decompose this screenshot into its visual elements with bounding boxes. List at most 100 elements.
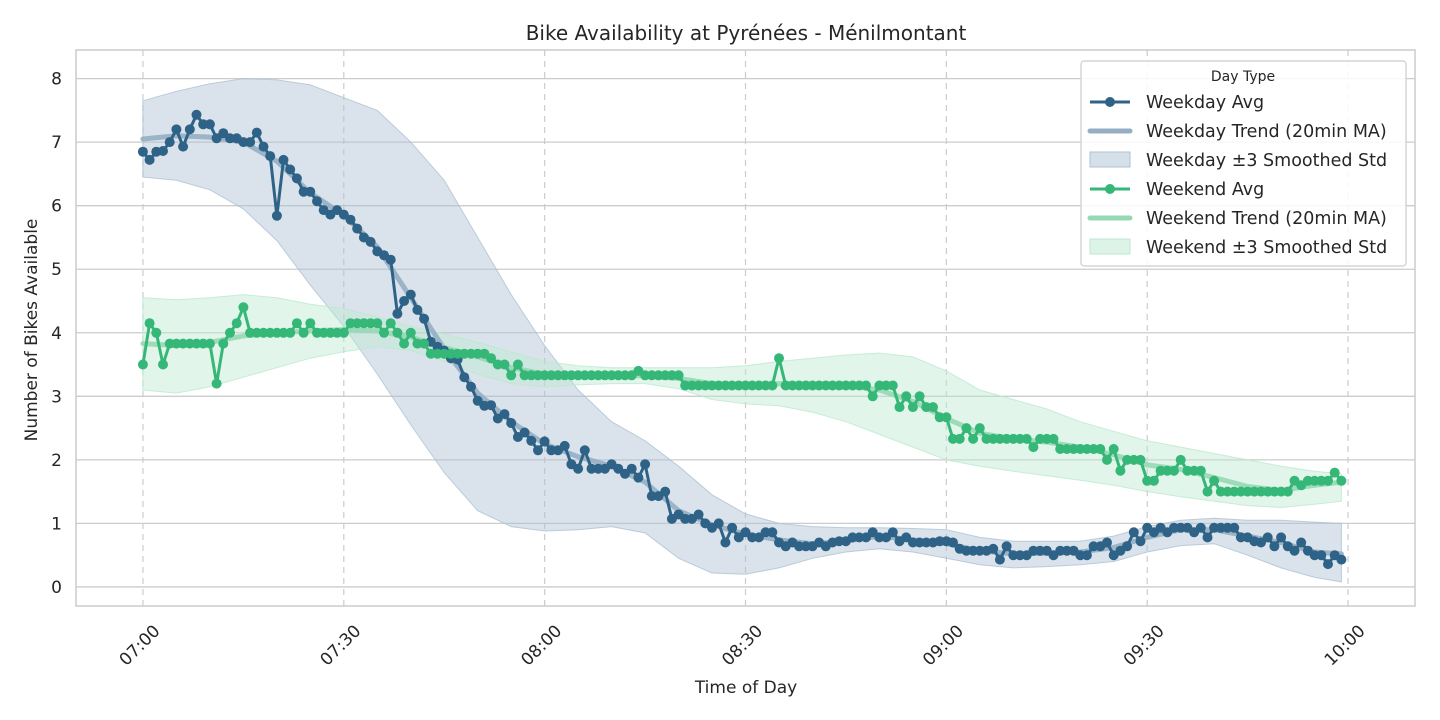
weekday-avg-point [486,400,497,411]
weekday-avg-point [539,436,550,447]
weekday-avg-point [158,146,168,156]
weekend-avg-point [218,338,229,349]
weekday-avg-point [1195,522,1206,533]
weekday-avg-point [1081,550,1092,561]
weekend-avg-point [1209,475,1220,486]
weekend-avg-point [928,402,938,413]
x-tick-label: 09:00 [919,621,968,670]
legend-label: Weekend Avg [1146,180,1264,200]
weekend-avg-point [1336,475,1347,486]
weekend-avg-point [392,327,403,338]
weekday-avg-point [633,472,644,483]
weekday-avg-point [1323,559,1333,570]
weekday-avg-point [579,445,590,456]
weekday-avg-point [312,196,322,207]
weekday-avg-point [519,427,530,438]
legend-entry: Weekday Trend (20min MA) [1087,122,1387,142]
weekday-avg-point [285,164,296,175]
legend-label: Weekday Avg [1146,93,1264,113]
weekday-avg-point [1296,537,1307,548]
weekend-avg-point [158,359,168,370]
weekend-avg-point [1202,486,1213,497]
weekday-avg-point [291,173,302,184]
weekend-avg-point [231,318,242,329]
weekday-avg-point [559,440,570,451]
weekday-avg-point [1001,541,1012,552]
weekday-avg-point [626,463,637,474]
weekday-avg-point [258,141,269,152]
weekday-avg-point [1128,527,1139,538]
weekend-avg-point [1169,465,1179,476]
weekday-avg-point [948,537,958,548]
legend-marker [1105,97,1115,107]
weekend-avg-point [1148,475,1159,486]
weekday-avg-point [720,537,731,548]
weekday-avg-point [405,289,416,300]
weekend-avg-point [901,391,912,402]
weekday-avg-point [660,486,671,497]
weekend-avg-point [1323,475,1333,486]
weekday-avg-point [459,372,470,383]
x-tick-label: 10:00 [1321,621,1370,670]
weekday-avg-point [1276,532,1287,543]
legend-swatch [1089,151,1131,168]
weekday-avg-point [1102,537,1112,548]
weekday-avg-point [1269,541,1280,552]
legend: Day Type Weekday Avg Weekday Trend (20min… [1080,60,1407,267]
chart-title: Bike Availability at Pyrénées - Ménilmon… [526,21,967,45]
legend-swatch [1089,238,1131,255]
weekend-avg-point [285,327,296,338]
weekend-avg-point [673,370,684,381]
weekend-avg-point [894,402,905,413]
weekend-avg-point [1102,454,1112,465]
weekend-avg-point [961,423,972,434]
weekday-avg-point [466,381,476,392]
weekend-avg-point [774,353,784,364]
weekday-avg-point [392,308,403,319]
weekend-avg-point [1108,444,1119,454]
weekend-avg-point [399,338,410,349]
weekday-avg-point [245,137,256,148]
legend-entry: Weekend Avg [1090,180,1264,200]
legend-title: Day Type [1211,69,1275,85]
weekday-avg-point [305,186,316,197]
weekday-avg-point [1135,536,1146,547]
weekend-avg-point [1028,442,1039,453]
plot-frame [75,49,1416,607]
weekday-avg-point [204,119,215,130]
weekend-avg-point [941,412,952,423]
weekend-avg-point [379,327,389,338]
x-tick-label: 07:00 [116,621,165,670]
y-tick-label: 5 [51,260,62,280]
weekday-avg-point [399,296,410,306]
weekend-avg-point [968,433,979,444]
weekend-avg-point [305,318,316,329]
weekend-avg-point [225,327,235,338]
weekday-avg-point [1336,554,1347,565]
weekend-avg-point [1329,467,1340,478]
weekend-avg-point [867,391,878,402]
weekday-avg-point [727,522,738,533]
weekend-avg-point [1135,454,1146,465]
x-tick-label: 09:30 [1120,621,1169,670]
legend-entry: Weekend ±3 Smoothed Std [1089,238,1387,258]
weekday-avg-point [164,137,175,148]
weekday-avg-point [191,109,202,120]
weekend-avg-point [151,327,162,338]
legend-entry: Weekend Trend (20min MA) [1087,209,1387,229]
weekday-avg-point [1202,532,1213,543]
average-lines [137,109,1347,570]
legend-label: Weekend Trend (20min MA) [1146,209,1387,229]
weekday-avg-point [713,518,724,529]
weekend-avg-point [506,370,517,381]
weekend-avg-point [1195,465,1206,476]
legend-marker [1105,184,1115,194]
weekday-avg-point [1289,545,1300,556]
legend-box [1080,60,1407,267]
weekend-avg-point [405,327,416,338]
weekday-avg-point [345,214,356,225]
weekday-avg-point [988,543,999,554]
weekend-avg-point [144,318,155,329]
weekend-avg-point [1282,486,1293,497]
weekday-avg-point [265,151,276,162]
